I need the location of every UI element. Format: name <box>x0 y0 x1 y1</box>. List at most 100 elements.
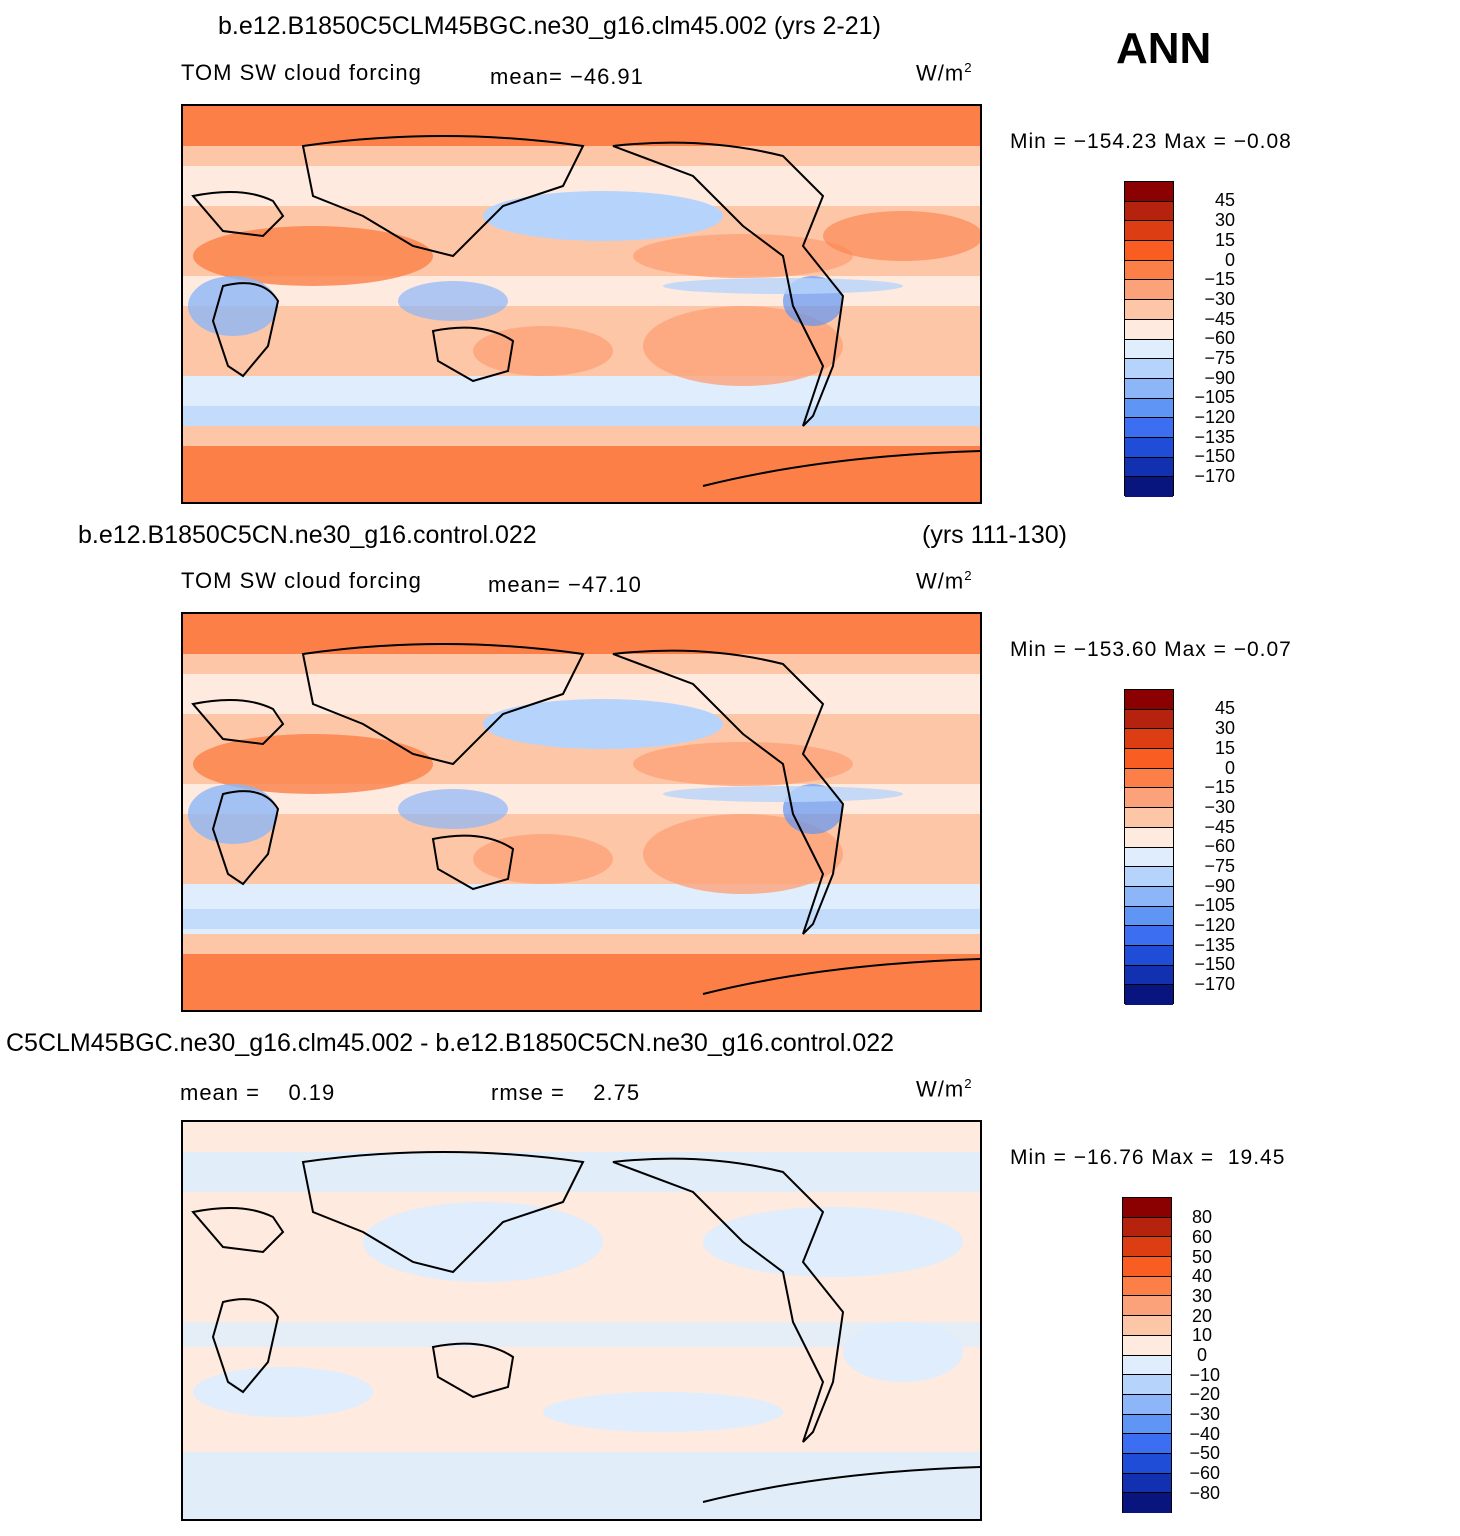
panel-1-map <box>181 104 982 504</box>
colorbar-tick-label: 45 <box>1214 698 1235 718</box>
colorbar-tick-label: −40 <box>1189 1424 1220 1444</box>
panel-2-variable: TOM SW cloud forcing <box>181 568 422 593</box>
colorbar-tick-label: −135 <box>1194 935 1235 955</box>
colorbar-tick-label: −150 <box>1194 446 1235 466</box>
panel-3-colorbar-swatch <box>1123 1434 1171 1454</box>
panel-2-colorbar-swatch <box>1125 906 1173 927</box>
panel-3-case-title: C5CLM45BGC.ne30_g16.clm45.002 - b.e12.B1… <box>6 1029 895 1057</box>
colorbar-tick-label: −75 <box>1204 856 1235 876</box>
panel-3-colorbar-swatch <box>1123 1493 1171 1513</box>
panel-2-colorbar-swatch <box>1125 847 1173 868</box>
panel-3-colorbar <box>1122 1197 1172 1513</box>
panel-2-map <box>181 612 982 1012</box>
panel-2-mean: mean= −47.10 <box>488 572 642 597</box>
panel-1-colorbar-swatch <box>1125 300 1173 320</box>
season-label: ANN <box>1116 24 1212 73</box>
colorbar-tick-label: 45 <box>1214 190 1235 210</box>
colorbar-tick-label: 15 <box>1214 230 1235 250</box>
panel-1-colorbar-swatch <box>1125 477 1173 497</box>
panel-3-colorbar-swatch <box>1123 1473 1171 1494</box>
colorbar-tick-label: −50 <box>1189 1443 1220 1463</box>
colorbar-tick-label: −135 <box>1194 427 1235 447</box>
colorbar-tick-label: −120 <box>1194 915 1235 935</box>
panel-3-colorbar-swatch <box>1123 1335 1171 1356</box>
panel-1-map-field <box>183 106 980 502</box>
panel-3-map <box>181 1120 982 1521</box>
panel-1-colorbar <box>1124 181 1174 497</box>
colorbar-tick-label: −60 <box>1204 836 1235 856</box>
colorbar-tick-label: −170 <box>1194 466 1235 486</box>
colorbar-tick-label: 60 <box>1191 1227 1212 1247</box>
colorbar-tick-label: −105 <box>1194 387 1235 407</box>
colorbar-tick-label: −170 <box>1194 974 1235 994</box>
panel-1-colorbar-swatch <box>1125 319 1173 340</box>
panel-1-colorbar-swatch <box>1125 221 1173 242</box>
colorbar-tick-label: −15 <box>1204 777 1235 797</box>
panel-3-colorbar-swatch <box>1123 1276 1171 1297</box>
colorbar-tick-label: −60 <box>1204 328 1235 348</box>
panel-3-colorbar-swatch <box>1123 1375 1171 1395</box>
colorbar-tick-label: 15 <box>1214 738 1235 758</box>
colorbar-tick-label: 30 <box>1191 1286 1212 1306</box>
panel-3-colorbar-swatch <box>1123 1316 1171 1336</box>
panel-2-colorbar-swatch <box>1125 788 1173 809</box>
panel-2-colorbar-swatch <box>1125 945 1173 966</box>
panel-1-units: W/m2 <box>916 60 973 86</box>
panel-2-colorbar-swatch <box>1125 965 1173 986</box>
panel-1-colorbar-swatch <box>1125 241 1173 261</box>
panel-3-colorbar-swatch <box>1123 1296 1171 1317</box>
panel-3-units: W/m2 <box>916 1076 973 1102</box>
colorbar-tick-label: 30 <box>1214 210 1235 230</box>
colorbar-tick-label: 0 <box>1224 250 1235 270</box>
colorbar-tick-label: −60 <box>1189 1463 1220 1483</box>
panel-1-minmax: Min = −154.23 Max = −0.08 <box>1010 130 1292 153</box>
colorbar-tick-label: −80 <box>1189 1483 1220 1503</box>
panel-2-units: W/m2 <box>916 568 973 594</box>
panel-2-colorbar-swatch <box>1125 985 1173 1005</box>
colorbar-tick-label: −30 <box>1204 797 1235 817</box>
panel-1-colorbar-swatch <box>1125 201 1173 222</box>
panel-2-colorbar-swatch <box>1125 729 1173 750</box>
panel-1-colorbar-swatch <box>1125 359 1173 379</box>
colorbar-tick-label: −45 <box>1204 309 1235 329</box>
panel-3-colorbar-swatch <box>1123 1355 1171 1376</box>
colorbar-tick-label: −105 <box>1194 895 1235 915</box>
colorbar-tick-label: 0 <box>1224 758 1235 778</box>
panel-1-mean: mean= −46.91 <box>490 64 644 89</box>
colorbar-tick-label: 10 <box>1191 1325 1212 1345</box>
panel-2-colorbar-swatch <box>1125 926 1173 946</box>
panel-2-colorbar-swatch <box>1125 808 1173 828</box>
panel-3-colorbar-swatch <box>1123 1453 1171 1474</box>
colorbar-tick-label: −45 <box>1204 817 1235 837</box>
colorbar-tick-label: −15 <box>1204 269 1235 289</box>
panel-3-mean: mean = 0.19 <box>180 1080 336 1105</box>
panel-1-colorbar-swatch <box>1125 339 1173 360</box>
colorbar-tick-label: −90 <box>1204 368 1235 388</box>
panel-1-variable: TOM SW cloud forcing <box>181 60 422 85</box>
colorbar-tick-label: 50 <box>1191 1247 1212 1267</box>
panel-2-colorbar-swatch <box>1125 827 1173 848</box>
panel-2-colorbar-swatch <box>1125 886 1173 907</box>
panel-1-colorbar-swatch <box>1125 378 1173 399</box>
panel-3-colorbar-swatch <box>1123 1414 1171 1435</box>
panel-2-map-field <box>183 614 980 1010</box>
colorbar-tick-label: −75 <box>1204 348 1235 368</box>
colorbar-tick-label: −20 <box>1189 1384 1220 1404</box>
panel-2-colorbar <box>1124 689 1174 1005</box>
panel-1-colorbar-swatch <box>1125 182 1173 202</box>
colorbar-tick-label: 20 <box>1191 1306 1212 1326</box>
panel-1-colorbar-swatch <box>1125 437 1173 458</box>
colorbar-tick-label: −10 <box>1189 1365 1220 1385</box>
panel-2-case-title: b.e12.B1850C5CN.ne30_g16.control.022 <box>78 521 537 549</box>
panel-3-colorbar-swatch <box>1123 1237 1171 1258</box>
panel-1-case-title: b.e12.B1850C5CLM45BGC.ne30_g16.clm45.002… <box>218 12 881 40</box>
panel-3-minmax: Min = −16.76 Max = 19.45 <box>1010 1146 1286 1169</box>
panel-1-colorbar-swatch <box>1125 398 1173 419</box>
panel-2-minmax: Min = −153.60 Max = −0.07 <box>1010 638 1292 661</box>
panel-2-colorbar-swatch <box>1125 690 1173 710</box>
colorbar-tick-label: −30 <box>1189 1404 1220 1424</box>
panel-3-rmse: rmse = 2.75 <box>491 1080 641 1105</box>
panel-3-colorbar-swatch <box>1123 1257 1171 1277</box>
panel-2-colorbar-swatch <box>1125 768 1173 789</box>
panel-1-colorbar-swatch <box>1125 457 1173 478</box>
